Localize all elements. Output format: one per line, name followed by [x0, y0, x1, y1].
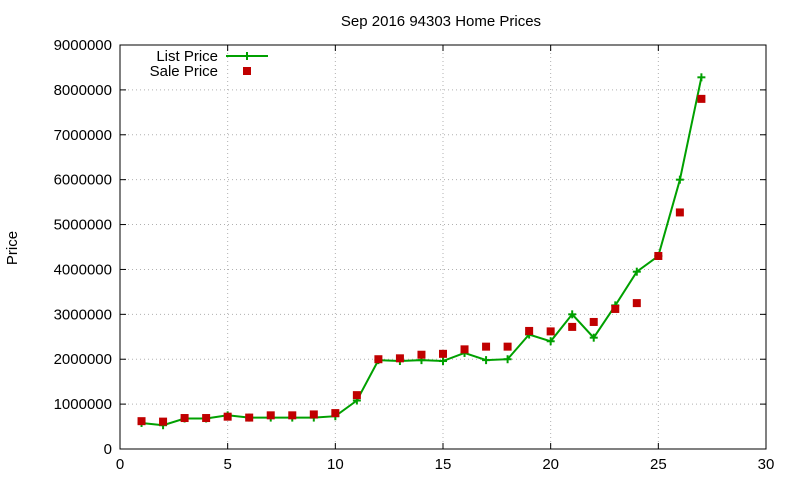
grid-lines	[120, 45, 766, 449]
sale-price-point	[202, 414, 211, 423]
y-tick-label: 1000000	[54, 396, 112, 413]
axis-ticks: 0 5 10 15 20 25 30 0 1000000 2000000 3000000 400000…	[54, 37, 775, 473]
y-tick-label: 0	[104, 441, 112, 458]
list-price-point	[589, 333, 598, 342]
y-tick-label: 3000000	[54, 306, 112, 323]
y-tick-label: 6000000	[54, 172, 112, 189]
y-axis-label: Price	[4, 231, 21, 265]
sale-price-point	[245, 413, 254, 422]
sale-price-point	[374, 355, 383, 364]
list-price-point	[568, 310, 577, 319]
sale-price-point	[417, 350, 426, 359]
sale-price-point	[482, 342, 491, 351]
chart-title: Sep 2016 94303 Home Prices	[341, 13, 541, 30]
list-price-point	[697, 73, 706, 82]
list-price-point	[503, 355, 512, 364]
legend-label-list-price: List Price	[156, 48, 218, 65]
x-tick-label: 0	[116, 456, 124, 473]
sale-price-point	[180, 414, 189, 423]
sale-price-point	[266, 411, 275, 420]
y-tick-label: 9000000	[54, 37, 112, 54]
y-tick-label: 2000000	[54, 351, 112, 368]
legend-label-sale-price: Sale Price	[150, 63, 218, 80]
sale-price-point	[309, 410, 318, 419]
legend-marker-sale-price	[243, 67, 251, 75]
sale-price-point	[503, 342, 512, 351]
list-price-point	[546, 337, 555, 346]
x-tick-label: 15	[435, 456, 452, 473]
sale-price-point	[525, 326, 534, 335]
legend-marker-list-price	[243, 52, 251, 60]
x-tick-label: 5	[223, 456, 231, 473]
sale-price-point	[460, 345, 469, 354]
data-series	[137, 73, 706, 430]
x-tick-label: 25	[650, 456, 667, 473]
list-price-point	[632, 267, 641, 276]
list-price-point	[675, 175, 684, 184]
sale-price-point	[439, 349, 447, 358]
sale-price-point	[632, 299, 641, 308]
x-tick-label: 30	[758, 456, 775, 473]
sale-price-point	[675, 208, 684, 217]
list-price-point	[439, 357, 447, 366]
sale-price-point	[159, 417, 168, 426]
sale-price-point	[331, 409, 340, 418]
sale-price-point	[395, 354, 404, 363]
sale-price-point	[654, 251, 663, 260]
sale-price-point	[137, 417, 146, 426]
y-tick-label: 5000000	[54, 217, 112, 234]
sale-price-point	[352, 391, 361, 400]
x-tick-label: 20	[542, 456, 559, 473]
y-tick-label: 4000000	[54, 261, 112, 278]
sale-price-point	[223, 412, 232, 421]
sale-price-point	[697, 94, 706, 103]
sale-price-point	[611, 304, 620, 313]
list-price-line	[141, 77, 703, 427]
sale-price-point	[288, 411, 297, 420]
list-price-point	[482, 356, 491, 365]
sale-price-point	[568, 322, 577, 331]
sale-price-point	[589, 317, 598, 326]
sale-price-point	[546, 327, 555, 336]
y-tick-label: 8000000	[54, 82, 112, 99]
x-tick-label: 10	[327, 456, 344, 473]
y-tick-label: 7000000	[54, 127, 112, 144]
